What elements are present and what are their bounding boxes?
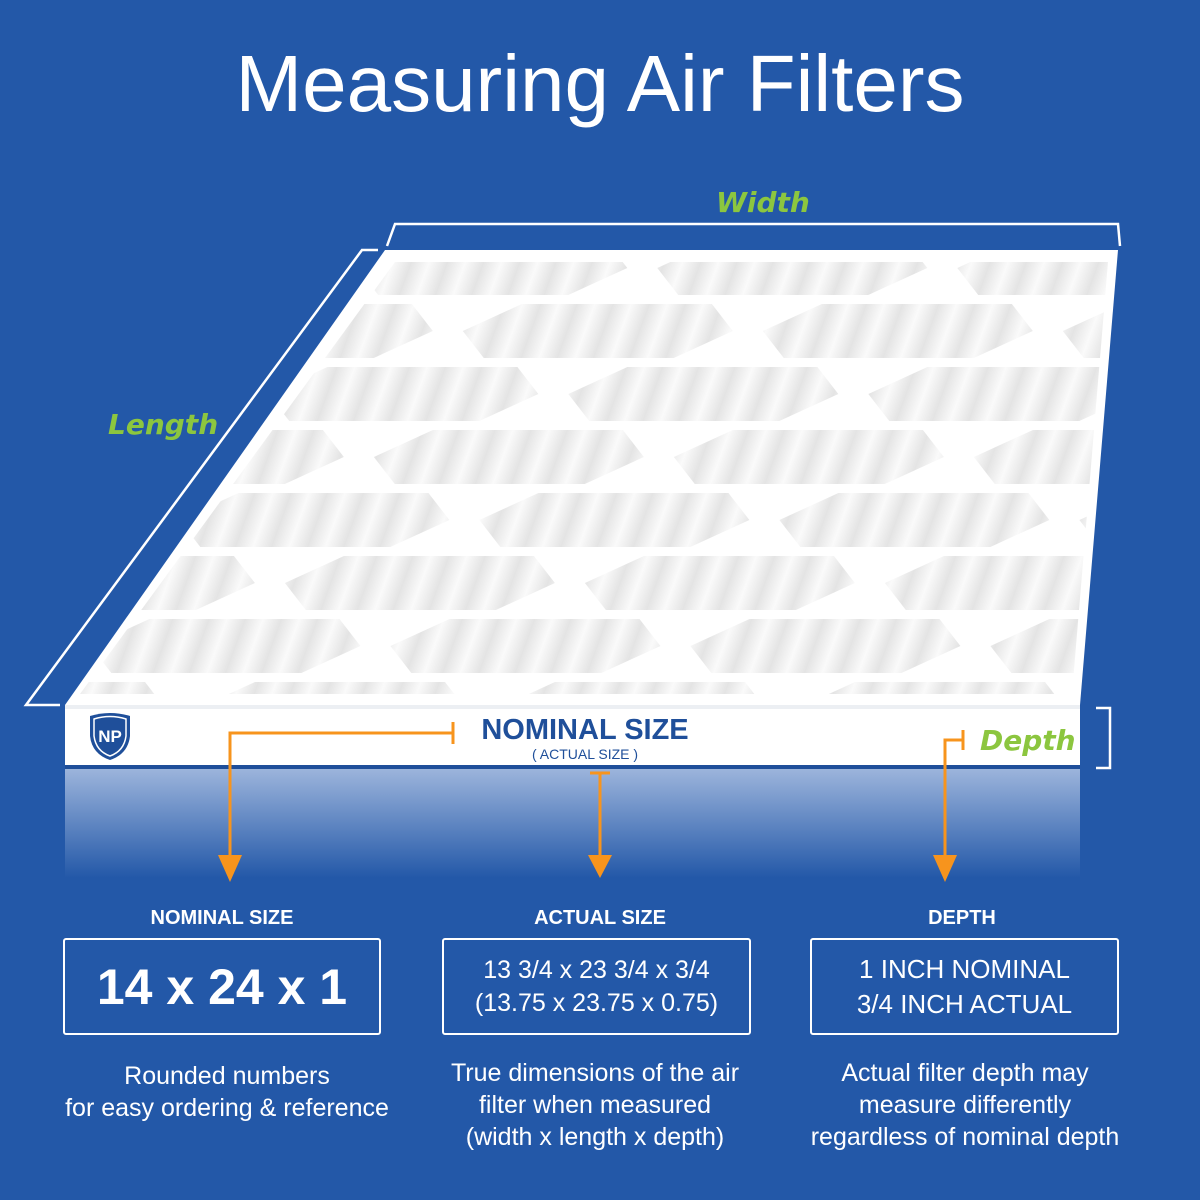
arrows (228, 722, 965, 862)
actual-size-heading: ACTUAL SIZE (534, 907, 666, 929)
description-line: Actual filter depth may (841, 1059, 1089, 1087)
depth-actual: 3/4 INCH ACTUAL (856, 988, 1073, 1019)
width-label: Width (716, 186, 810, 219)
pleat-cell (868, 367, 1108, 421)
pleat-cell (90, 619, 361, 673)
pleat-cell (357, 262, 628, 295)
depth-description: Actual filter depth may measure differen… (760, 1057, 1170, 1153)
pleat-cell (284, 556, 555, 610)
depth-arrow-line (943, 738, 963, 862)
pleat-cell (762, 304, 1033, 358)
pleat-cell (690, 619, 961, 673)
pleat-cell (373, 430, 644, 484)
edge-actual-size: ( ACTUAL SIZE ) (531, 746, 639, 762)
depth-heading: DEPTH (928, 907, 996, 929)
description-line: True dimensions of the air (450, 1059, 740, 1087)
filter-edge (65, 705, 1080, 767)
pleat-cell (1152, 178, 1200, 232)
nominal-size-box: 14 x 24 x 1 (63, 938, 381, 1035)
pleat-cell (390, 619, 661, 673)
pleat-cell (990, 619, 1108, 673)
description-line: filter when measured (478, 1091, 712, 1119)
actual-size-fraction: 13 3/4 x 23 3/4 x 3/4 (483, 955, 710, 984)
pleat-cell (0, 619, 60, 673)
svg-text:NP: NP (98, 727, 122, 746)
pleat-cell (568, 367, 839, 421)
pleat-cell (973, 430, 1108, 484)
actual-size-decimal: (13.75 x 23.75 x 0.75) (474, 988, 719, 1017)
pleat-cell (657, 262, 928, 295)
description-line: (width x length x depth) (465, 1123, 725, 1151)
page-title: Measuring Air Filters (235, 39, 965, 128)
depth-label: Depth (980, 724, 1076, 757)
nominal-arrow-line (228, 731, 452, 862)
pleat-cell (268, 367, 539, 421)
description-line: measure differently (858, 1091, 1072, 1119)
pleat-cell (80, 493, 150, 547)
pleat-cell (1185, 556, 1200, 610)
pleat-cell (179, 493, 450, 547)
actual-size-description: True dimensions of the air filter when m… (390, 1057, 800, 1153)
description-line: regardless of nominal depth (810, 1123, 1120, 1151)
description-line: Rounded numbers (124, 1062, 330, 1090)
pleat-cell (957, 262, 1108, 295)
arrow-head (933, 855, 957, 882)
pleat-cell (673, 430, 944, 484)
air-filter-illustration: NP (0, 178, 1200, 882)
arrow-head (218, 855, 242, 882)
length-label: Length (108, 408, 219, 441)
pleat-cell (1168, 367, 1200, 421)
depth-nominal: 1 INCH NOMINAL (859, 953, 1070, 984)
np-logo: NP (90, 713, 130, 760)
depth-box: 1 INCH NOMINAL 3/4 INCH ACTUAL (810, 938, 1119, 1035)
nominal-size-value: 14 x 24 x 1 (96, 958, 348, 1015)
length-dimension-line (23, 248, 378, 707)
arrow-head (588, 855, 612, 878)
description-line: for easy ordering & reference (65, 1094, 389, 1122)
pleat-cell (779, 493, 1050, 547)
pleat-cell (462, 304, 733, 358)
nominal-size-heading: NOMINAL SIZE (150, 907, 294, 929)
nominal-size-description: Rounded numbers for easy ordering & refe… (22, 1060, 432, 1124)
width-dimension-line (385, 222, 1122, 247)
pleat-cell (1079, 493, 1108, 547)
pleat-cell (1095, 682, 1108, 694)
depth-dimension-line (1096, 706, 1112, 770)
pleat-cell (479, 493, 750, 547)
filter-shadow (65, 768, 1080, 878)
edge-nominal-size: NOMINAL SIZE (481, 714, 689, 746)
actual-size-box: 13 3/4 x 23 3/4 x 3/4 (13.75 x 23.75 x 0… (442, 938, 751, 1035)
pleat-cell (584, 556, 855, 610)
pleat-cell (80, 262, 328, 295)
